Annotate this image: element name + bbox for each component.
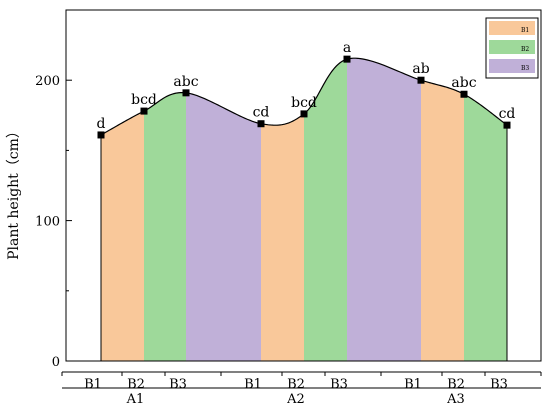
data-point [503,121,511,129]
x-group-label: A2 [286,392,305,407]
area-fills [100,58,508,362]
significance-letter: abc [451,75,476,91]
x-category-label: B2 [287,377,305,392]
significance-letter: ab [412,61,429,77]
x-category-label: B3 [169,377,187,392]
plot-frame [65,9,542,362]
legend-swatch [489,59,535,73]
area-segment-4 [261,113,304,362]
legend-label: B2 [521,46,529,53]
significance-letter: a [343,40,351,56]
significance-letter: abc [173,74,198,90]
y-axis: 0 100 200 [35,9,72,370]
legend-label: B1 [521,27,529,34]
x-category-label: B2 [127,377,145,392]
x-group-label: A1 [126,392,145,407]
x-category-label: B2 [447,377,465,392]
legend: B1 B2 B3 [485,17,539,79]
significance-letter: d [97,116,106,132]
area-segment-6 [347,58,421,362]
x-category-label: B1 [84,377,102,392]
legend-swatch [489,21,535,35]
data-point [300,110,308,118]
y-tick-label: 200 [35,74,60,89]
data-point [460,90,468,98]
data-point [140,107,148,115]
area-segment-7 [421,80,464,361]
significance-letter: cd [253,105,270,121]
x-axis: B1 B2 B3 B1 B2 B3 B1 B2 B3 A1 A2 A3 [61,371,542,407]
x-group-label: A3 [446,392,465,407]
legend-label: B3 [521,65,529,72]
data-point [417,76,425,84]
data-point [257,120,265,128]
significance-letter: bcd [131,92,157,108]
area-segment-1 [101,111,144,361]
x-category-label: B1 [404,377,422,392]
data-point [182,89,190,97]
y-tick-label: 100 [35,215,60,230]
data-point [343,55,351,63]
area-segment-3 [186,92,261,361]
data-points [97,55,511,139]
area-segment-2 [144,92,186,362]
x-category-label: B3 [490,377,508,392]
significance-letter: bcd [291,95,317,111]
x-category-label: B3 [330,377,348,392]
area-segment-8 [464,94,507,362]
legend-swatch [489,40,535,54]
y-axis-label: Plant height（cm） [6,124,22,260]
data-point [97,131,105,139]
area-segment-5 [304,59,347,361]
y-tick-label: 0 [52,355,60,370]
x-category-label: B1 [244,377,262,392]
significance-letter: cd [499,106,516,122]
